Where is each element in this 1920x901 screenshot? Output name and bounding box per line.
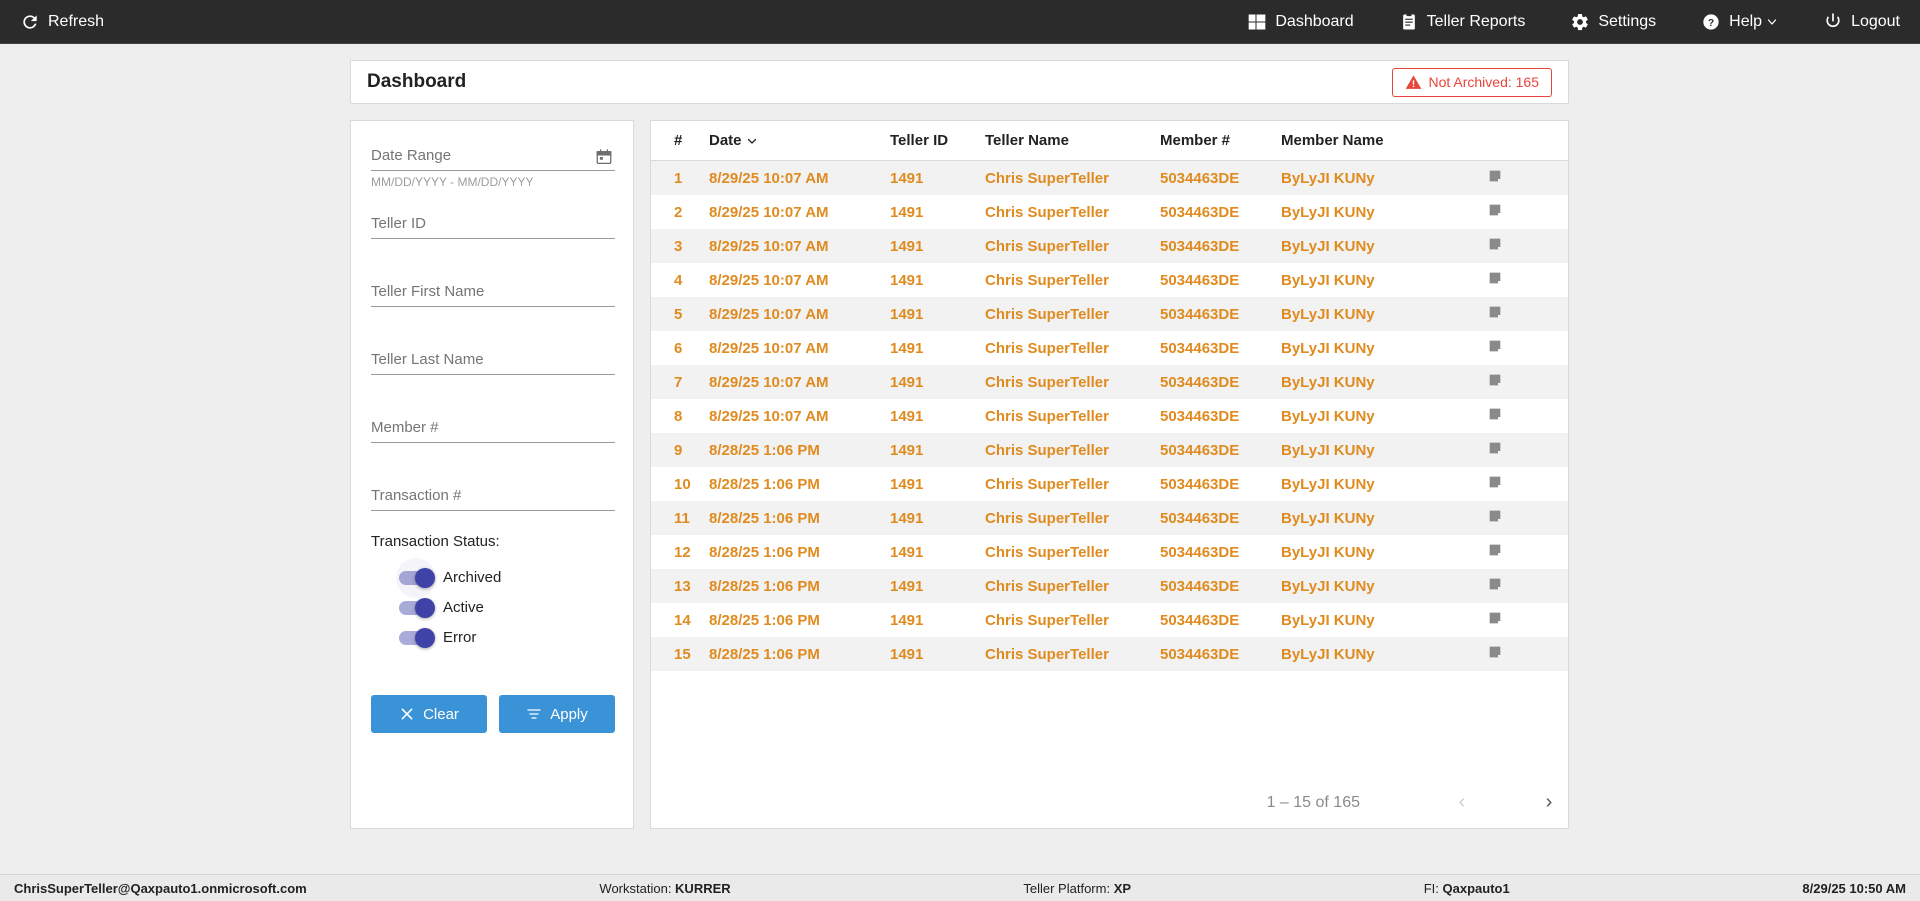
svg-text:?: ? xyxy=(1708,17,1714,28)
